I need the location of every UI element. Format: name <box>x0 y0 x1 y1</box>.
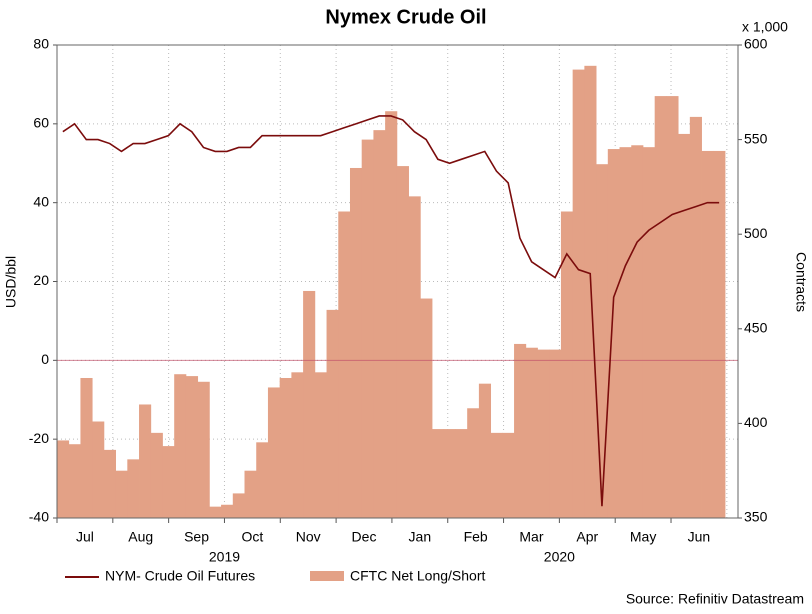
bar <box>68 444 81 518</box>
bar <box>502 432 515 518</box>
y-tick-label: -20 <box>29 430 49 446</box>
bar <box>197 381 210 518</box>
y-tick-label: 80 <box>33 36 49 52</box>
y2-axis-label: Contracts <box>793 252 809 312</box>
bar <box>713 150 726 518</box>
bar <box>420 298 433 518</box>
x-tick-label: May <box>630 529 656 545</box>
bar <box>244 470 257 518</box>
bar <box>92 421 105 518</box>
y2-tick-label: 550 <box>744 130 768 146</box>
bar <box>338 211 351 518</box>
x-tick-label: Dec <box>352 529 377 545</box>
bar <box>326 309 339 518</box>
bar <box>408 196 421 519</box>
bar <box>303 290 316 518</box>
bar <box>385 111 398 518</box>
x-tick-label: Jan <box>409 529 432 545</box>
x-tick-label: Feb <box>464 529 488 545</box>
x-tick-label: Nov <box>296 529 321 545</box>
plot-frame <box>56 44 739 519</box>
bar <box>221 504 234 518</box>
bar <box>150 432 163 518</box>
bar <box>267 387 281 518</box>
y-tick-label: 20 <box>33 272 49 288</box>
bar <box>490 432 503 518</box>
bar <box>642 147 656 518</box>
y-tick-label: 60 <box>33 115 49 131</box>
line <box>62 115 720 507</box>
bar <box>514 343 527 518</box>
bar <box>115 470 128 518</box>
legend-label: CFTC Net Long/Short <box>350 568 485 584</box>
bar <box>256 442 269 518</box>
bar <box>361 139 374 518</box>
bar <box>209 506 222 518</box>
overlay <box>57 115 738 507</box>
bar <box>443 429 456 518</box>
bar <box>560 211 574 518</box>
y2-tick-label: 350 <box>744 509 768 525</box>
bar <box>666 96 679 519</box>
bar <box>185 376 199 518</box>
x-tick-label: Apr <box>576 529 598 545</box>
y2-tick-label: 400 <box>744 414 768 430</box>
x-tick-label: Oct <box>241 529 263 545</box>
x-tick-label: Sep <box>184 529 209 545</box>
bar <box>432 429 445 518</box>
bar <box>689 116 702 519</box>
bar <box>701 150 714 518</box>
y2-unit: x 1,000 <box>742 19 788 35</box>
bar <box>654 96 667 519</box>
bar <box>314 372 327 518</box>
x-tick-label: Jun <box>688 529 711 545</box>
bar <box>572 69 585 518</box>
bar <box>525 347 538 518</box>
bar <box>537 349 550 518</box>
x-tick-label: Aug <box>128 529 153 545</box>
bar <box>232 493 245 518</box>
bar <box>596 164 609 519</box>
y-tick-label: 40 <box>33 193 49 209</box>
year-label: 2019 <box>209 549 240 565</box>
bar <box>619 147 632 518</box>
bar <box>678 133 691 518</box>
bar <box>549 349 562 518</box>
y2-tick-label: 450 <box>744 320 768 336</box>
source: Source: Refinitiv Datastream <box>626 591 804 607</box>
bar <box>631 145 644 518</box>
chart-title: Nymex Crude Oil <box>325 6 486 28</box>
bar <box>607 149 620 518</box>
bar <box>349 167 363 519</box>
y-axis-label: USD/bbl <box>3 256 19 308</box>
bar <box>373 130 386 518</box>
bar <box>396 166 409 518</box>
bar <box>127 459 140 518</box>
bar <box>162 446 175 518</box>
legend-label: NYM- Crude Oil Futures <box>105 568 255 584</box>
bar <box>103 449 116 518</box>
y-tick-label: 0 <box>41 351 49 367</box>
x-tick-label: Jul <box>76 529 94 545</box>
bar <box>291 372 304 518</box>
legend-swatch <box>310 571 344 581</box>
year-label: 2020 <box>544 549 575 565</box>
bar <box>80 377 93 518</box>
bar <box>174 374 187 518</box>
bar <box>467 408 480 518</box>
y2-tick-label: 500 <box>744 225 768 241</box>
y2-tick-label: 600 <box>744 36 768 52</box>
bar <box>139 404 152 518</box>
x-tick-label: Mar <box>519 529 543 545</box>
bar <box>455 429 468 518</box>
bar <box>279 377 292 518</box>
y-tick-label: -40 <box>29 509 49 525</box>
bar <box>57 440 70 518</box>
area-bars <box>57 65 726 519</box>
bar <box>478 383 492 518</box>
